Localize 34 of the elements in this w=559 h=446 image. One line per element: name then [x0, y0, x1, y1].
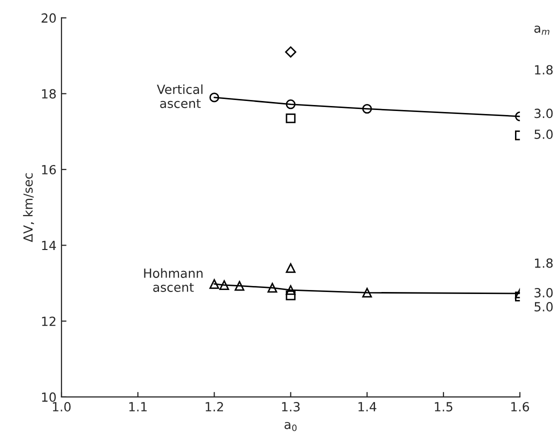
text: 5.0 — [534, 302, 553, 312]
y-tick-label: 10 — [42, 392, 56, 402]
y-tick-label: 18 — [42, 89, 56, 99]
point — [267, 282, 278, 293]
point — [286, 263, 296, 273]
y-tick-label: 12 — [42, 316, 56, 326]
x-tick-label: 1.0 — [52, 402, 71, 412]
point — [286, 99, 296, 110]
x-tick-label: 1.2 — [206, 402, 223, 412]
text: 1.8 — [534, 258, 553, 268]
point — [209, 92, 220, 102]
point — [234, 281, 244, 291]
point — [219, 280, 230, 290]
x-axis-title: a$_{0}$ — [284, 422, 297, 432]
y-axis-title: ΔV, km/sec — [23, 173, 34, 242]
y-tick-label: 16 — [42, 164, 56, 174]
y-tick-label: 20 — [42, 13, 56, 23]
x-tick-label: 1.1 — [129, 402, 147, 412]
x-tick-label: 1.3 — [282, 402, 300, 412]
text: 5.0 — [534, 130, 553, 139]
x-tick-label: 1.5 — [434, 402, 452, 412]
x-tick-label: 1.4 — [358, 402, 376, 412]
point — [209, 279, 220, 289]
text: 1.8 — [534, 65, 553, 75]
annotation: Vertical ascent — [156, 84, 202, 108]
x-tick-label: 1.6 — [511, 402, 530, 412]
text: 3.0 — [534, 108, 553, 118]
point — [362, 104, 372, 114]
point — [285, 46, 296, 58]
annotation: Hohmann ascent — [144, 268, 203, 292]
point — [362, 288, 372, 298]
y-tick-label: 14 — [42, 240, 56, 250]
text: a$_{m}$ — [534, 26, 550, 35]
text: 3.0 — [534, 288, 553, 298]
